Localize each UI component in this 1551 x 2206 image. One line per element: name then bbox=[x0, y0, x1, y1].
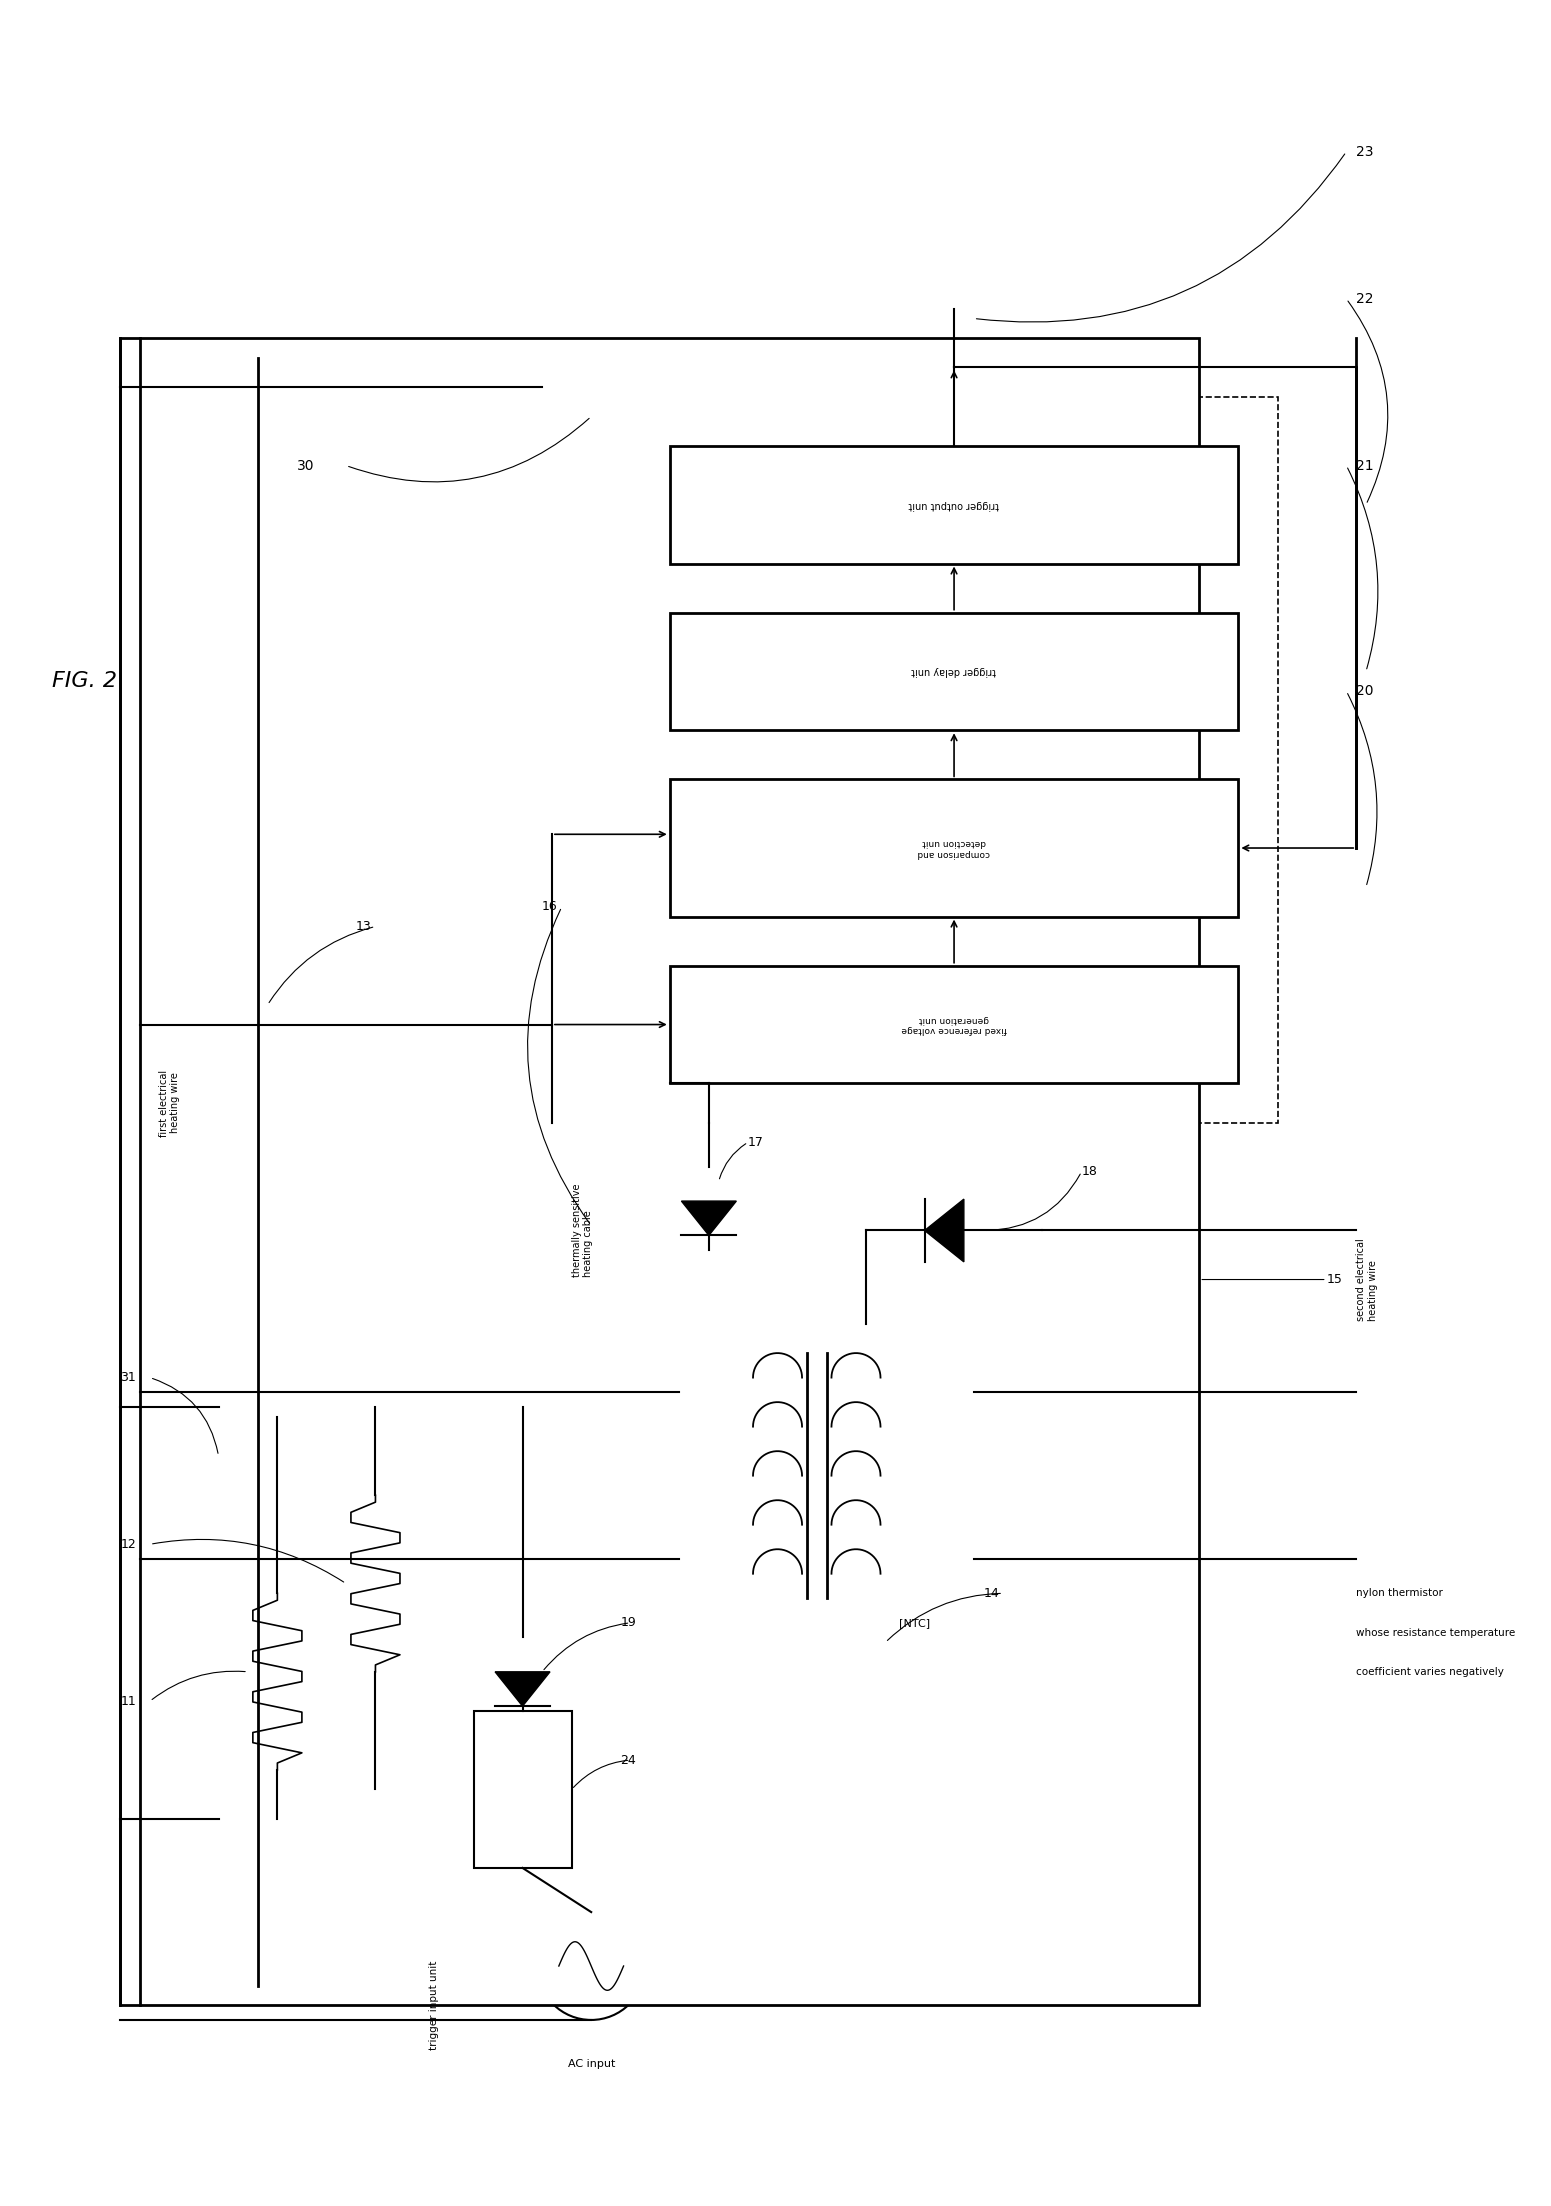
Bar bbox=[670, 446, 1238, 563]
Text: AC input: AC input bbox=[568, 2058, 614, 2069]
Text: 17: 17 bbox=[748, 1136, 765, 1149]
Text: trigger output unit: trigger output unit bbox=[909, 501, 999, 510]
Bar bbox=[670, 613, 1238, 730]
Bar bbox=[473, 1712, 572, 1868]
Text: 31: 31 bbox=[121, 1372, 136, 1383]
Bar bbox=[670, 779, 1238, 918]
Text: FIG. 2: FIG. 2 bbox=[51, 671, 116, 690]
Text: 14: 14 bbox=[983, 1586, 999, 1599]
Text: 24: 24 bbox=[620, 1754, 636, 1767]
Text: whose resistance temperature: whose resistance temperature bbox=[1356, 1628, 1515, 1637]
Text: 23: 23 bbox=[1356, 146, 1374, 159]
Text: 30: 30 bbox=[296, 459, 315, 472]
Text: thermally sensitive
heating cable: thermally sensitive heating cable bbox=[572, 1185, 592, 1277]
Text: trigger input unit: trigger input unit bbox=[430, 1961, 439, 2049]
Bar bbox=[543, 397, 1278, 1123]
Text: 19: 19 bbox=[620, 1617, 636, 1630]
Bar bbox=[219, 1407, 659, 1820]
Bar bbox=[543, 1103, 1199, 1348]
Text: 22: 22 bbox=[1356, 291, 1374, 307]
Text: first electrical
heating wire: first electrical heating wire bbox=[158, 1070, 180, 1136]
Text: coefficient varies negatively: coefficient varies negatively bbox=[1356, 1668, 1504, 1677]
Text: fixed reference voltage
generation unit: fixed reference voltage generation unit bbox=[901, 1015, 1007, 1035]
Text: 18: 18 bbox=[1081, 1165, 1098, 1178]
Text: nylon thermistor: nylon thermistor bbox=[1356, 1588, 1442, 1599]
Polygon shape bbox=[495, 1672, 551, 1705]
Text: 20: 20 bbox=[1356, 684, 1374, 697]
Bar bbox=[670, 966, 1238, 1083]
Polygon shape bbox=[924, 1200, 963, 1262]
Text: 12: 12 bbox=[121, 1538, 136, 1551]
Polygon shape bbox=[681, 1200, 737, 1235]
Text: [NTC]: [NTC] bbox=[900, 1617, 931, 1628]
Text: trigger delay unit: trigger delay unit bbox=[912, 666, 996, 677]
Text: 11: 11 bbox=[121, 1694, 136, 1707]
Bar bbox=[679, 1324, 974, 1628]
Text: 21: 21 bbox=[1356, 459, 1374, 472]
Text: second electrical
heating wire: second electrical heating wire bbox=[1356, 1238, 1377, 1321]
Text: 15: 15 bbox=[1326, 1273, 1343, 1286]
Text: 16: 16 bbox=[543, 900, 558, 913]
Text: comparison and
detection unit: comparison and detection unit bbox=[918, 838, 991, 858]
Bar bbox=[121, 338, 1199, 2005]
Text: 13: 13 bbox=[355, 920, 372, 933]
